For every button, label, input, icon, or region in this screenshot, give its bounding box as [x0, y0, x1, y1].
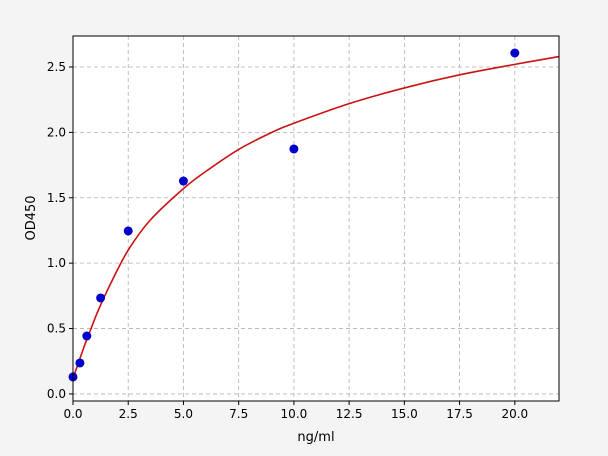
data-point — [96, 293, 106, 303]
y-tick-label: 2.0 — [47, 125, 66, 139]
x-tick-label: 0.0 — [63, 407, 82, 421]
x-tick-label: 12.5 — [336, 407, 363, 421]
y-tick-label: 1.5 — [47, 191, 66, 205]
data-point — [82, 331, 92, 341]
grid — [72, 36, 559, 401]
data-point — [289, 144, 299, 154]
x-tick-label: 10.0 — [281, 407, 308, 421]
x-tick-label: 7.5 — [229, 407, 248, 421]
x-tick-label: 20.0 — [501, 407, 528, 421]
plot-area — [73, 36, 559, 401]
y-tick-label: 2.5 — [47, 60, 66, 74]
y-axis-label: OD450 — [24, 195, 39, 240]
x-axis-label: ng/ml — [297, 430, 334, 445]
x-tick-label: 17.5 — [446, 407, 473, 421]
data-point — [75, 358, 85, 368]
x-tick-label: 2.5 — [119, 407, 138, 421]
plot-frame — [72, 35, 560, 402]
data-points — [68, 48, 520, 382]
x-tick-label: 15.0 — [391, 407, 418, 421]
y-tick-label: 0.0 — [47, 387, 66, 401]
y-tick-label: 0.5 — [47, 322, 66, 336]
data-point — [510, 48, 520, 58]
ticks: 0.0 2.5 5.0 7.5 10.0 12.5 15.0 17.5 20.0 0.0 0.5 1.… — [47, 60, 528, 421]
y-tick-label: 1.0 — [47, 256, 66, 270]
x-tick-label: 5.0 — [174, 407, 193, 421]
data-point — [123, 226, 133, 236]
data-point — [178, 176, 188, 186]
